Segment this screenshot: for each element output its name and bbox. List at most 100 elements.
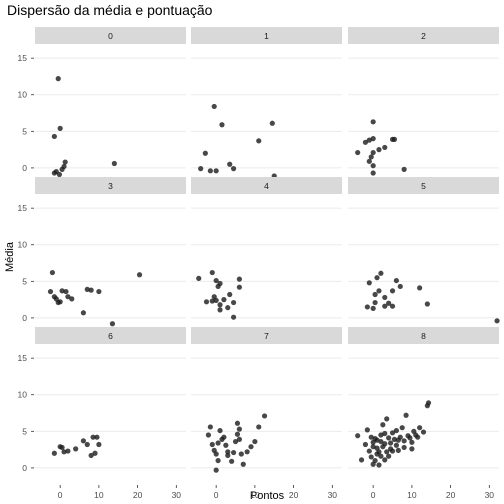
data-point: [376, 147, 381, 152]
data-point: [96, 442, 101, 447]
data-point: [221, 435, 226, 440]
data-point: [415, 435, 420, 440]
y-tick-label: 10: [18, 240, 28, 250]
data-point: [73, 446, 78, 451]
facet-strip-label: 7: [264, 331, 269, 341]
data-point: [56, 76, 61, 81]
chart-title: Dispersão da média e pontuação: [7, 2, 213, 18]
data-point: [363, 442, 368, 447]
y-tick-label: 5: [22, 276, 27, 286]
data-point: [231, 300, 236, 305]
facet-strip-label: 6: [108, 331, 113, 341]
y-tick-label: 10: [18, 390, 28, 400]
data-point: [374, 451, 379, 456]
data-point: [217, 302, 222, 307]
data-point: [421, 429, 426, 434]
x-tick-label: 30: [328, 490, 338, 500]
x-tick-label: 0: [371, 490, 376, 500]
data-point: [214, 168, 219, 173]
data-point: [403, 413, 408, 418]
data-point: [57, 172, 62, 177]
data-point: [52, 451, 57, 456]
data-point: [206, 432, 211, 437]
data-point: [394, 278, 399, 283]
facet-strip-label: 3: [108, 181, 113, 191]
data-point: [256, 138, 261, 143]
data-point: [382, 431, 387, 436]
x-tick-label: 10: [407, 490, 417, 500]
data-point: [409, 440, 414, 445]
y-tick-label: 0: [22, 163, 27, 173]
data-point: [426, 400, 431, 405]
data-point: [359, 457, 364, 462]
data-point: [262, 413, 267, 418]
data-point: [212, 104, 217, 109]
data-point: [90, 435, 95, 440]
data-point: [56, 300, 61, 305]
data-point: [371, 163, 376, 168]
data-point: [196, 276, 201, 281]
data-point: [425, 301, 430, 306]
data-point: [256, 424, 261, 429]
y-tick-label: 10: [18, 90, 28, 100]
x-tick-label: 0: [58, 490, 63, 500]
data-point: [137, 272, 142, 277]
data-point: [225, 453, 230, 458]
data-point: [92, 451, 97, 456]
data-point: [221, 297, 226, 302]
facet-strip-label: 4: [264, 181, 269, 191]
data-point: [392, 137, 397, 142]
data-point: [237, 277, 242, 282]
data-point: [203, 151, 208, 156]
data-point: [89, 288, 94, 293]
data-point: [237, 437, 242, 442]
data-point: [373, 292, 378, 297]
data-point: [390, 288, 395, 293]
data-point: [231, 315, 236, 320]
x-tick-label: 0: [214, 490, 219, 500]
y-tick-label: 0: [22, 313, 27, 323]
data-point: [355, 433, 360, 438]
data-point: [229, 459, 234, 464]
data-point: [390, 304, 395, 309]
data-point: [388, 440, 393, 445]
data-point: [386, 454, 391, 459]
data-point: [60, 167, 65, 172]
data-point: [371, 444, 376, 449]
data-point: [394, 443, 399, 448]
data-point: [81, 310, 86, 315]
data-point: [81, 438, 86, 443]
data-point: [219, 122, 224, 127]
facet-strip-label: 2: [421, 31, 426, 41]
facet-strip-label: 1: [264, 31, 269, 41]
x-tick-label: 10: [250, 490, 260, 500]
y-tick-label: 15: [18, 353, 28, 363]
data-point: [223, 443, 228, 448]
data-point: [48, 289, 53, 294]
data-point: [231, 450, 236, 455]
data-point: [208, 424, 213, 429]
data-point: [371, 136, 376, 141]
y-tick-label: 5: [22, 426, 27, 436]
y-tick-label: 0: [22, 463, 27, 473]
data-point: [396, 448, 401, 453]
data-point: [382, 145, 387, 150]
data-point: [355, 150, 360, 155]
data-point: [50, 270, 55, 275]
data-point: [394, 428, 399, 433]
data-point: [376, 462, 381, 467]
data-point: [365, 427, 370, 432]
y-tick-label: 5: [22, 126, 27, 136]
data-point: [252, 439, 257, 444]
data-point: [225, 305, 230, 310]
data-point: [69, 296, 74, 301]
data-point: [237, 285, 242, 290]
facet-strip-label: 8: [421, 331, 426, 341]
data-point: [237, 427, 242, 432]
y-tick-label: 15: [18, 203, 28, 213]
data-point: [409, 446, 414, 451]
data-point: [110, 321, 115, 326]
data-point: [204, 299, 209, 304]
